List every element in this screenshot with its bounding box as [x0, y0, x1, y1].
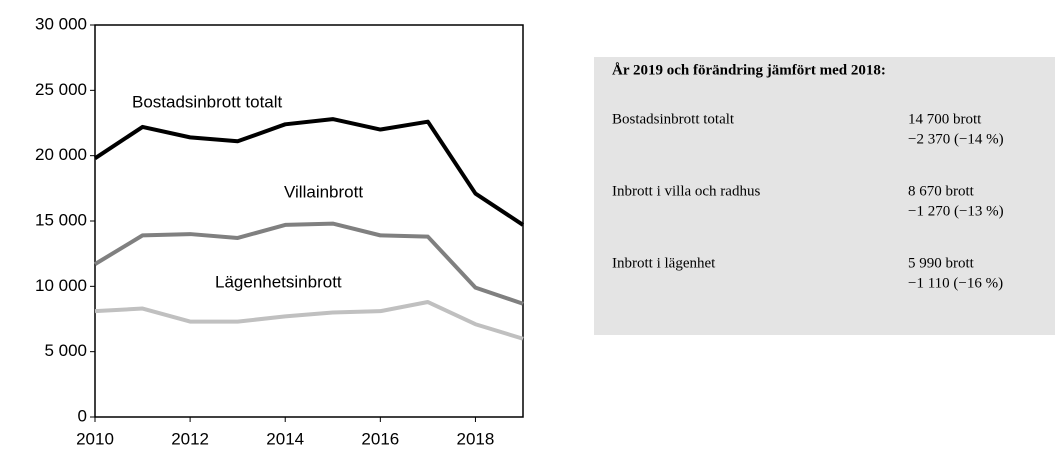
panel-row-change: −1 270 (−13 %): [908, 203, 1004, 219]
series-line: [93, 117, 525, 227]
series-label: Bostadsinbrott totalt: [132, 92, 283, 111]
x-tick-label: 2018: [457, 429, 495, 448]
panel-row-change: −1 110 (−16 %): [908, 275, 1003, 291]
x-tick-label: 2010: [76, 429, 114, 448]
y-tick-label: 0: [78, 406, 87, 425]
y-tick-label: 30 000: [35, 14, 87, 33]
panel-row-value: 8 670 brott: [908, 183, 975, 199]
series-line: [94, 300, 524, 341]
y-tick-label: 15 000: [35, 210, 87, 229]
series-label: Villainbrott: [284, 182, 363, 201]
panel-row-label: Inbrott i villa och radhus: [612, 183, 760, 199]
series-label: Lägenhetsinbrott: [215, 272, 342, 291]
x-tick-label: 2012: [171, 429, 209, 448]
x-tick-label: 2014: [266, 429, 304, 448]
y-tick-label: 25 000: [35, 80, 87, 99]
x-tick-label: 2016: [361, 429, 399, 448]
panel-row-label: Bostadsinbrott totalt: [612, 111, 735, 127]
plot-frame: [94, 24, 524, 418]
y-tick-label: 10 000: [35, 276, 87, 295]
y-tick-label: 5 000: [44, 341, 87, 360]
panel-row-label: Inbrott i lägenhet: [612, 255, 716, 271]
panel-background: [594, 57, 1055, 335]
y-tick-label: 20 000: [35, 145, 87, 164]
panel-row-value: 5 990 brott: [908, 255, 975, 271]
panel-row-change: −2 370 (−14 %): [908, 131, 1004, 147]
series-line: [93, 221, 524, 306]
panel-title: År 2019 och förändring jämfört med 2018:: [612, 62, 886, 78]
panel-row-value: 14 700 brott: [908, 111, 982, 127]
